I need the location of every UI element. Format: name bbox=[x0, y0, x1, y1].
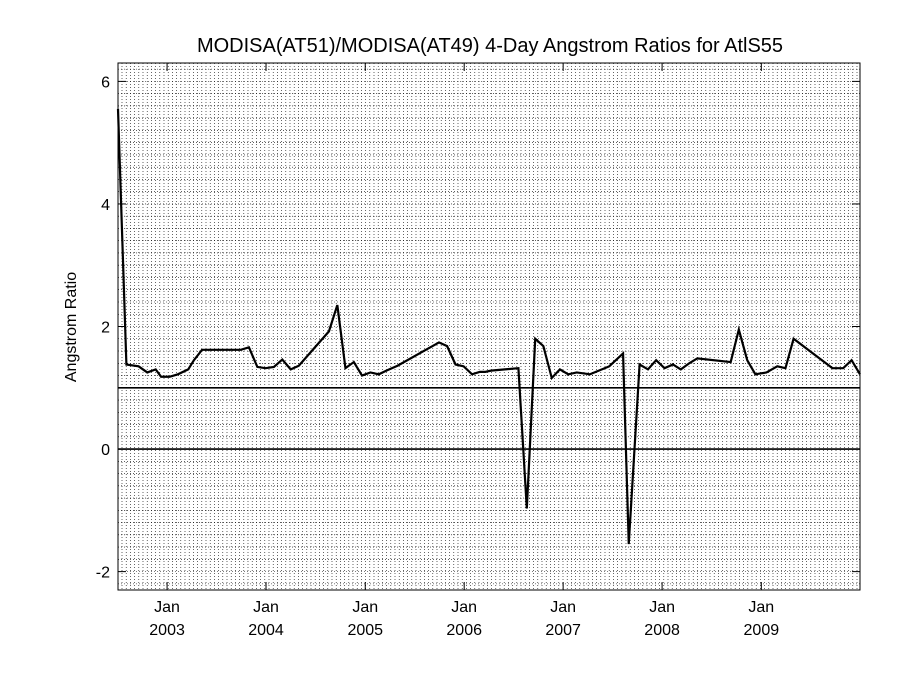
x-tick-label-month: Jan bbox=[649, 599, 675, 616]
x-tick-label-month: Jan bbox=[253, 599, 279, 616]
x-tick-label-year: 2003 bbox=[149, 622, 185, 639]
tick-labels: -2 0 2 4 6 Jan 2003 Jan 2004 Jan 2005 Jan 2006 Jan 200… bbox=[96, 74, 779, 639]
x-tick-label-month: Jan bbox=[550, 599, 576, 616]
chart-title: MODISA(AT51)/MODISA(AT49) 4-Day Angstrom… bbox=[197, 35, 783, 57]
x-tick-label-year: 2006 bbox=[446, 622, 482, 639]
x-tick-label-year: 2007 bbox=[545, 622, 581, 639]
reference-lines bbox=[118, 386, 860, 450]
x-tick-label-year: 2004 bbox=[248, 622, 284, 639]
x-tick-label-month: Jan bbox=[352, 599, 378, 616]
y-tick-label: 0 bbox=[101, 442, 110, 459]
series-line-0 bbox=[116, 108, 861, 545]
x-tick-label-year: 2008 bbox=[644, 622, 680, 639]
axes bbox=[117, 62, 861, 591]
x-tick-label-month: Jan bbox=[154, 599, 180, 616]
series-layer bbox=[116, 108, 861, 545]
y-axis-label: Angstrom Ratio bbox=[63, 272, 80, 382]
x-tick-label-month: Jan bbox=[451, 599, 477, 616]
x-tick-label-year: 2005 bbox=[347, 622, 383, 639]
x-tick-label-year: 2009 bbox=[744, 622, 780, 639]
grid bbox=[118, 63, 860, 590]
y-tick-label: 4 bbox=[101, 197, 110, 214]
y-tick-label: 6 bbox=[101, 74, 110, 91]
y-tick-label: -2 bbox=[96, 565, 110, 582]
y-tick-label: 2 bbox=[101, 320, 110, 337]
x-tick-label-month: Jan bbox=[748, 599, 774, 616]
